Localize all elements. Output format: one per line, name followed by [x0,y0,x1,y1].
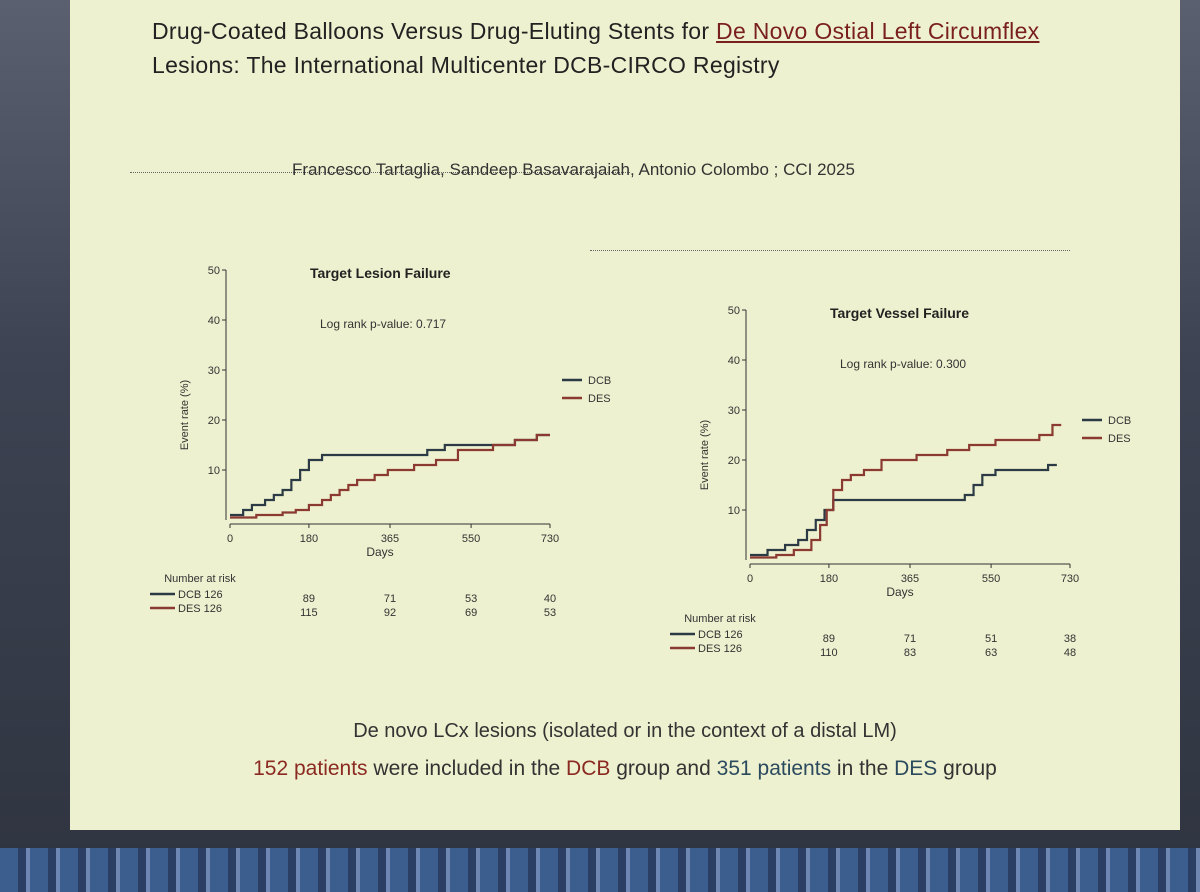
footnote-text-a: were included in the [367,757,567,780]
risk-value: 71 [384,593,396,605]
risk-row-label: DCB 126 [698,629,743,641]
title-line2: Lesions: The International Multicenter D… [152,52,780,78]
risk-value: 71 [904,633,916,645]
legend-label-dcb: DCB [588,375,611,387]
authors-line: Francesco Tartaglia, Sandeep Basavarajai… [292,160,855,179]
y-axis-label: Event rate (%) [699,420,711,490]
risk-value: 51 [985,633,997,645]
chart-svg-1: 10 20 30 40 50 0 180 365 550 730 Days Event rate (%… [670,305,1131,659]
x-tick-label: 180 [300,533,318,545]
y-tick-label: 30 [728,405,740,417]
risk-value: 92 [384,607,396,619]
y-tick-label: 50 [728,305,740,317]
stage-floor [0,848,1200,892]
y-tick-label: 40 [728,355,740,367]
authors-divider [590,250,1070,251]
risk-row-label: DES 126 [698,643,742,655]
series-line-dcb [750,463,1057,557]
title-part1: Drug-Coated Balloons Versus Drug-Eluting… [152,18,717,44]
series-line-dcb [230,433,550,517]
y-tick-label: 10 [728,505,740,517]
chart-annotation: Log rank p-value: 0.717 [320,317,446,331]
footnote-text-c: in the [831,757,895,780]
x-tick-label: 0 [747,573,753,585]
x-tick-label: 180 [820,573,838,585]
footnote-text-d: group [937,757,997,780]
y-tick-label: 40 [208,315,220,327]
y-tick-label: 50 [208,265,220,277]
dcb-patient-count: 152 patients [253,757,368,780]
footnote-line1: De novo LCx lesions (isolated or in the … [353,720,897,742]
chart-title: Target Lesion Failure [310,265,451,281]
dcb-group-label: DCB [566,757,611,780]
risk-table-header: Number at risk [164,573,236,585]
des-patient-count: 351 patients [716,757,832,780]
risk-value: 89 [303,593,315,605]
risk-row-label: DES 126 [178,603,222,615]
risk-row-label: DCB 126 [178,589,223,601]
des-group-label: DES [894,757,938,780]
legend-label-des: DES [588,393,611,405]
chart-target-lesion-failure: 10 20 30 40 50 0 180 365 550 730 Days Event rate (%… [130,250,650,670]
risk-value: 48 [1064,647,1076,659]
x-axis-label: Days [886,585,913,599]
x-tick-label: 550 [462,533,480,545]
y-tick-label: 20 [208,415,220,427]
x-axis-label: Days [366,545,393,559]
title-underlined: De Novo Ostial Left Circumflex [716,18,1040,44]
risk-value: 115 [300,607,318,619]
x-tick-label: 730 [1061,573,1079,585]
series-line-des [230,433,550,519]
chart-title: Target Vessel Failure [830,305,969,321]
risk-value: 63 [985,647,997,659]
legend-label-dcb: DCB [1108,415,1131,427]
risk-value: 40 [544,593,556,605]
y-tick-label: 30 [208,365,220,377]
footnote-text-b: group and [610,757,717,780]
chart-svg-0: 10 20 30 40 50 0 180 365 550 730 Days Event rate (%… [150,265,611,619]
risk-value: 53 [544,607,556,619]
slide-footnote: De novo LCx lesions (isolated or in the … [70,720,1180,781]
series-line-des [750,423,1062,559]
y-axis-label: Event rate (%) [179,380,191,450]
x-tick-label: 0 [227,533,233,545]
x-tick-label: 730 [541,533,559,545]
legend-label-des: DES [1108,433,1131,445]
footnote-line2: 152 patients were included in the DCB gr… [70,757,1180,781]
risk-table-header: Number at risk [684,613,756,625]
title-divider [130,172,630,173]
risk-value: 89 [823,633,835,645]
risk-value: 69 [465,607,477,619]
y-tick-label: 20 [728,455,740,467]
y-tick-label: 10 [208,465,220,477]
x-tick-label: 550 [982,573,1000,585]
x-tick-label: 365 [381,533,399,545]
chart-annotation: Log rank p-value: 0.300 [840,357,966,371]
risk-value: 110 [820,647,838,659]
slide-title: Drug-Coated Balloons Versus Drug-Eluting… [152,14,1162,82]
risk-value: 53 [465,593,477,605]
risk-value: 83 [904,647,916,659]
chart-target-vessel-failure: 10 20 30 40 50 0 180 365 550 730 Days Event rate (%… [650,290,1170,710]
x-tick-label: 365 [901,573,919,585]
risk-value: 38 [1064,633,1076,645]
presentation-slide: Drug-Coated Balloons Versus Drug-Eluting… [70,0,1180,830]
